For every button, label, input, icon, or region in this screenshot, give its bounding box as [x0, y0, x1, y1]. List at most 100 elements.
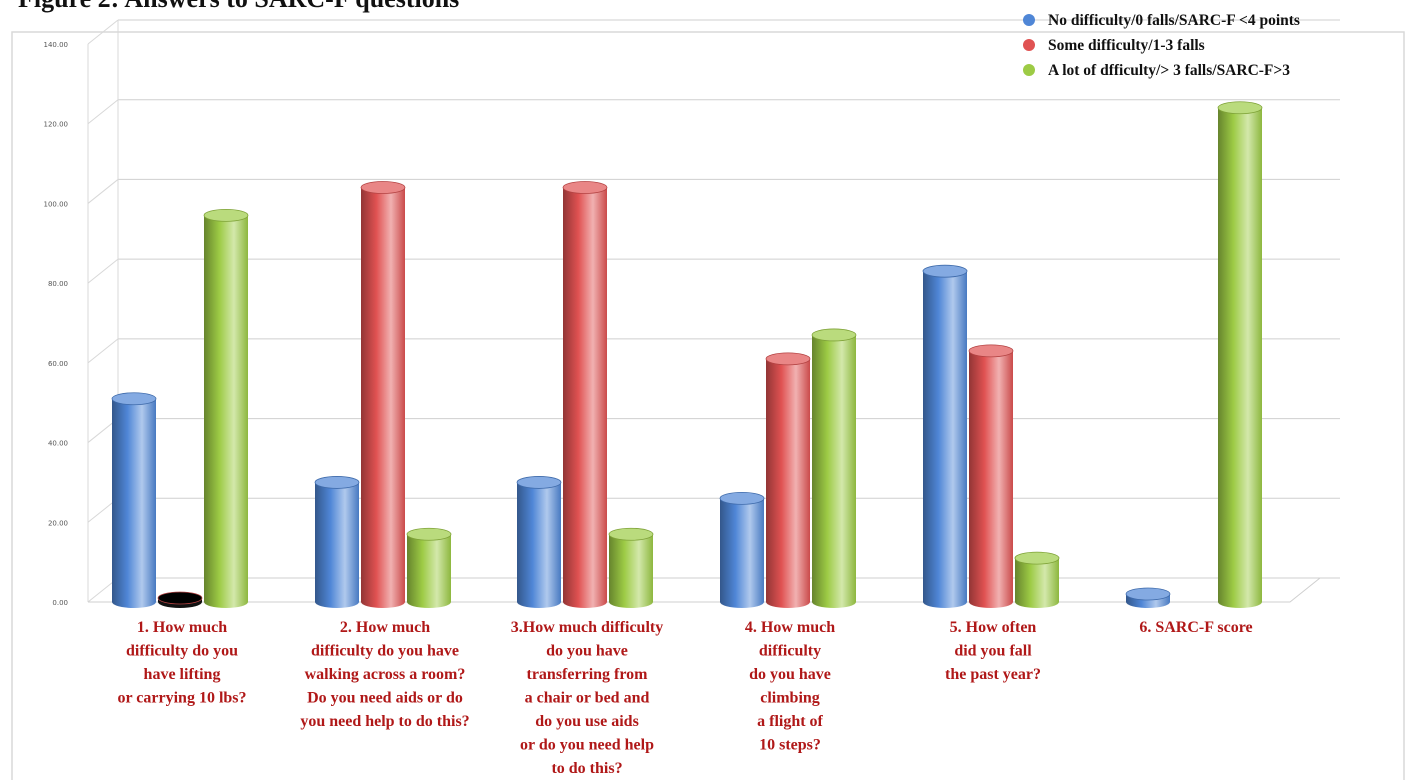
x-tick-label-line: Do you need aids or do — [307, 690, 463, 707]
x-tick-label: 2. How much difficulty do you have walking… — [300, 619, 469, 730]
x-tick-label-line: 6. SARC-F score — [1139, 619, 1252, 636]
bar-body — [315, 482, 359, 608]
bar-top — [608, 527, 654, 541]
bar — [608, 527, 654, 608]
legend-item: Some difficulty/1-3 falls — [1023, 37, 1205, 54]
x-tick-label-line: 4. How much — [745, 619, 835, 636]
legend-marker — [1023, 14, 1035, 26]
bar-body — [361, 187, 405, 608]
x-tick-label: 4. How much difficulty do you have climbing… — [745, 619, 835, 754]
bar — [922, 264, 968, 608]
x-tick-label-line: difficulty do you — [126, 643, 238, 660]
chart-title: Figure 2: Answers to SARC-F questions — [18, 0, 618, 14]
x-tick-label-line: do you have — [546, 643, 628, 660]
chart-title-container: Figure 2: Answers to SARC-F questions — [18, 0, 618, 14]
x-tick-label-line: difficulty do you have — [311, 643, 459, 660]
bar — [1217, 101, 1263, 609]
bar — [968, 344, 1014, 608]
bar-body — [407, 534, 451, 608]
x-tick-label-line: do you have — [749, 666, 831, 683]
legend: No difficulty/0 falls/SARC-F <4 points So… — [1023, 12, 1300, 79]
x-tick-label-line: the past year? — [945, 666, 1041, 683]
x-tick-label: 5. How often did you fall the past year? — [945, 619, 1041, 683]
x-tick-label: 1. How much difficulty do you have lifting… — [117, 619, 246, 707]
bar — [203, 208, 249, 608]
x-tick-label-line: a flight of — [757, 713, 823, 730]
bar-body — [923, 271, 967, 608]
x-tick-label-line: 3.How much difficulty — [511, 619, 663, 636]
bar-top — [1014, 551, 1060, 565]
bar-body — [563, 187, 607, 608]
bar-top — [562, 181, 608, 194]
bar-body — [812, 334, 856, 608]
y-tick-label: 120.00 — [44, 121, 69, 129]
y-axis-ticks: 0.00 20.00 40.00 60.00 80.00 100.00 120.00 140.… — [44, 41, 69, 607]
side-gridline — [87, 338, 119, 364]
legend-marker — [1023, 39, 1035, 51]
bar — [1014, 551, 1060, 608]
bar-top — [811, 328, 857, 342]
x-tick-label-line: 2. How much — [340, 619, 430, 636]
legend-label: Some difficulty/1-3 falls — [1048, 37, 1205, 54]
chart-outer-border — [11, 31, 1405, 780]
bar — [406, 527, 452, 608]
side-gridline — [87, 179, 119, 204]
bar-top — [516, 476, 562, 489]
x-tick-label-line: 1. How much — [137, 619, 227, 636]
y-tick-label: 100.00 — [44, 200, 69, 208]
bars — [111, 101, 1263, 609]
bar-body — [609, 534, 653, 608]
bar — [1125, 587, 1171, 608]
x-tick-label-line: 10 steps? — [759, 737, 821, 754]
x-axis-labels: 1. How much difficulty do you have lifting… — [117, 619, 1252, 777]
floor-edge — [88, 577, 1321, 603]
bar-top — [1217, 101, 1263, 115]
bar-body — [517, 482, 561, 608]
bar-top — [360, 181, 406, 194]
x-tick-label-line: to do this? — [551, 760, 622, 777]
bar-top — [314, 476, 360, 489]
legend-label: No difficulty/0 falls/SARC-F <4 points — [1048, 12, 1300, 29]
bar-top — [111, 392, 157, 406]
bar-body — [1015, 558, 1059, 608]
x-tick-label-line: walking across a room? — [305, 666, 466, 683]
bar-top — [765, 352, 811, 366]
bar — [314, 476, 360, 608]
x-tick-label-line: or do you need help — [520, 737, 654, 754]
bar-body — [112, 398, 156, 608]
y-tick-label: 60.00 — [48, 360, 68, 368]
bar-top — [719, 491, 765, 505]
x-tick-label-line: 5. How often — [950, 619, 1037, 636]
bar-top — [203, 208, 249, 222]
x-tick-label: 3.How much difficulty do you have transfer… — [511, 619, 663, 777]
side-gridline — [87, 258, 119, 284]
legend-item: A lot of dfficulty/> 3 falls/SARC-F>3 — [1023, 62, 1290, 79]
bar-top — [406, 527, 452, 541]
x-tick-label-line: or carrying 10 lbs? — [117, 690, 246, 707]
bar — [811, 328, 857, 608]
bar — [157, 591, 203, 608]
x-tick-label-line: a chair or bed and — [525, 690, 650, 707]
legend-marker — [1023, 64, 1035, 76]
x-tick-label-line: did you fall — [954, 643, 1032, 660]
x-tick-label: 6. SARC-F score — [1139, 619, 1252, 636]
bar-body — [720, 498, 764, 608]
bar — [516, 476, 562, 608]
side-gridline — [87, 99, 119, 125]
bar — [765, 352, 811, 608]
x-tick-label-line: do you use aids — [535, 713, 639, 730]
gridlines — [87, 19, 1340, 603]
side-gridline — [87, 19, 119, 45]
y-tick-label: 40.00 — [48, 440, 68, 448]
x-tick-label-line: difficulty — [759, 643, 821, 660]
bar-body — [1218, 107, 1262, 609]
bar — [360, 181, 406, 608]
bar — [719, 491, 765, 608]
x-tick-label-line: have lifting — [144, 666, 221, 683]
legend-item: No difficulty/0 falls/SARC-F <4 points — [1023, 12, 1300, 29]
bar-top — [968, 344, 1014, 358]
plot-frame — [11, 31, 1405, 780]
legend-label: A lot of dfficulty/> 3 falls/SARC-F>3 — [1048, 62, 1290, 79]
x-tick-label-line: climbing — [760, 690, 820, 707]
